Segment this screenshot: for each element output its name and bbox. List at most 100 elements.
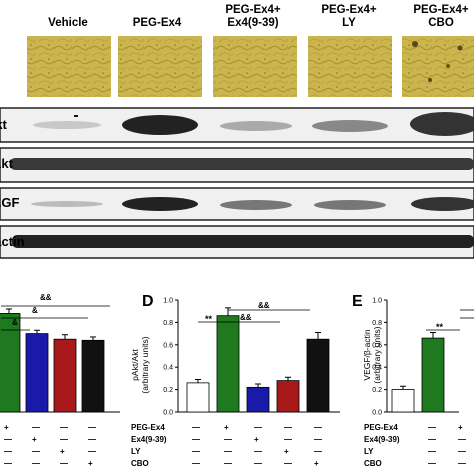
sig-d-1: ** bbox=[205, 314, 213, 324]
group-header-row: Vehicle PEG-Ex4 PEG-Ex4+ Ex4(9-39) PEG-E… bbox=[0, 0, 474, 36]
treatment-e-cell: — bbox=[428, 435, 436, 444]
treatment-d-cell: — bbox=[254, 447, 262, 456]
treatment-left-cell: — bbox=[4, 459, 12, 468]
treatment-d-cell: + bbox=[314, 459, 319, 468]
panel-d-ytick-label-0: 0.0 bbox=[163, 410, 173, 417]
treatment-e-cell: + bbox=[458, 423, 463, 432]
blot-label-akt: Akt bbox=[0, 156, 13, 171]
treatment-left-cell: + bbox=[88, 459, 93, 468]
e-row-label-peg-ex4: PEG-Ex4 bbox=[364, 423, 398, 432]
sig-d-3: && bbox=[240, 313, 252, 322]
panel-label-d: D bbox=[142, 293, 154, 310]
micrograph-peg-ex4-cbo bbox=[402, 36, 474, 97]
treatment-left-cell: + bbox=[4, 423, 9, 432]
sig-left-1: && bbox=[40, 293, 52, 302]
treatment-d-cell: — bbox=[284, 459, 292, 468]
treatment-d-cell: + bbox=[284, 447, 289, 456]
treatment-d-cell: — bbox=[314, 435, 322, 444]
panel-e-ytick-label-2: 0.4 bbox=[372, 365, 382, 372]
treatment-left-cell: — bbox=[60, 435, 68, 444]
treatment-d-cell: — bbox=[284, 423, 292, 432]
panel-left-bar-0 bbox=[0, 313, 21, 413]
panel-d-ytick-label-5: 1.0 bbox=[163, 298, 173, 305]
treatment-left-cell: — bbox=[32, 423, 40, 432]
treatment-d-cell: — bbox=[192, 435, 200, 444]
d-row-label-ex4939: Ex4(9-39) bbox=[131, 435, 167, 444]
blot-akt bbox=[0, 147, 474, 183]
panel-e-ytick-label-3: 0.6 bbox=[372, 342, 382, 349]
treatment-d-cell: — bbox=[192, 423, 200, 432]
treatment-left-cell: — bbox=[88, 435, 96, 444]
blot-beta-actin bbox=[0, 225, 474, 259]
panel-left-bar-1 bbox=[25, 333, 49, 413]
panel-d-ytick-label-2: 0.4 bbox=[163, 365, 173, 372]
header-peg-ex4-ly: PEG-Ex4+ LY bbox=[321, 4, 377, 29]
panel-e-ytick-label-4: 0.8 bbox=[372, 320, 382, 327]
panel-d-bar-4 bbox=[306, 338, 330, 413]
sig-e-1: ** bbox=[436, 322, 444, 332]
micrograph-vehicle bbox=[27, 36, 111, 97]
header-peg-ex4-cbo: PEG-Ex4+ CBO bbox=[413, 4, 469, 29]
panel-e-ytick-label-1: 0.2 bbox=[372, 387, 382, 394]
panel-d-ytick-label-3: 0.6 bbox=[163, 342, 173, 349]
micrograph-peg-ex4-ly bbox=[308, 36, 392, 97]
sig-left-2: & bbox=[32, 306, 38, 315]
treatment-d-cell: + bbox=[254, 435, 259, 444]
blot-pakt bbox=[0, 107, 474, 143]
panel-d-ytick-label-4: 0.8 bbox=[163, 320, 173, 327]
treatment-left-cell: — bbox=[32, 447, 40, 456]
treatment-left-cell: — bbox=[60, 423, 68, 432]
panel-e-ytick-label-0: 0.0 bbox=[372, 410, 382, 417]
panel-left-bar-3 bbox=[81, 339, 105, 413]
blot-label-pakt: pAkt bbox=[0, 117, 7, 132]
e-row-label-ex4939: Ex4(9-39) bbox=[364, 435, 400, 444]
blot-label-beta-actin: β-actin bbox=[0, 234, 25, 249]
e-row-label-ly: LY bbox=[364, 447, 374, 456]
treatment-d-cell: — bbox=[284, 435, 292, 444]
panel-d-bar-2 bbox=[246, 386, 270, 413]
treatment-d-cell: — bbox=[314, 447, 322, 456]
treatment-e-cell: — bbox=[428, 423, 436, 432]
e-row-label-cbo: CBO bbox=[364, 459, 382, 468]
sig-d-2: && bbox=[258, 301, 270, 310]
sig-left-3: & bbox=[12, 318, 18, 327]
treatment-e-cell: — bbox=[428, 459, 436, 468]
treatment-left-cell: + bbox=[60, 447, 65, 456]
treatment-left-cell: + bbox=[32, 435, 37, 444]
treatment-d-cell: — bbox=[192, 447, 200, 456]
panel-d-ytick-label-1: 0.2 bbox=[163, 387, 173, 394]
blot-vegf bbox=[0, 187, 474, 221]
treatment-left-cell: — bbox=[88, 447, 96, 456]
treatment-d-cell: — bbox=[254, 459, 262, 468]
treatment-e-cell: — bbox=[458, 459, 466, 468]
d-row-label-cbo: CBO bbox=[131, 459, 149, 468]
panel-e-ylabel: VEGF/β-actin (arbitrary units) bbox=[362, 326, 382, 384]
treatment-d-cell: + bbox=[224, 423, 229, 432]
header-peg-ex4-ex4939: PEG-Ex4+ Ex4(9-39) bbox=[225, 4, 281, 29]
treatment-left-cell: — bbox=[88, 423, 96, 432]
panel-e-bar-1 bbox=[421, 337, 445, 413]
micrograph-peg-ex4 bbox=[118, 36, 202, 97]
panel-d-bar-0 bbox=[186, 382, 210, 413]
panel-label-e: E bbox=[352, 293, 363, 310]
panel-left-bar-2 bbox=[53, 338, 77, 413]
treatment-d-cell: — bbox=[224, 447, 232, 456]
micrograph-peg-ex4-ex4939 bbox=[213, 36, 297, 97]
panel-d-bar-1 bbox=[216, 315, 240, 413]
treatment-left-cell: — bbox=[60, 459, 68, 468]
header-peg-ex4: PEG-Ex4 bbox=[132, 17, 182, 29]
treatment-d-cell: — bbox=[224, 435, 232, 444]
treatment-e-cell: — bbox=[458, 435, 466, 444]
treatment-e-cell: — bbox=[428, 447, 436, 456]
panel-d-bar-3 bbox=[276, 380, 300, 413]
blot-label-vegf: VEGF bbox=[0, 195, 20, 210]
treatment-left-cell: — bbox=[4, 435, 12, 444]
treatment-left-cell: — bbox=[32, 459, 40, 468]
treatment-d-cell: — bbox=[314, 423, 322, 432]
treatment-d-cell: — bbox=[192, 459, 200, 468]
header-vehicle: Vehicle bbox=[48, 17, 88, 29]
d-row-label-ly: LY bbox=[131, 447, 141, 456]
